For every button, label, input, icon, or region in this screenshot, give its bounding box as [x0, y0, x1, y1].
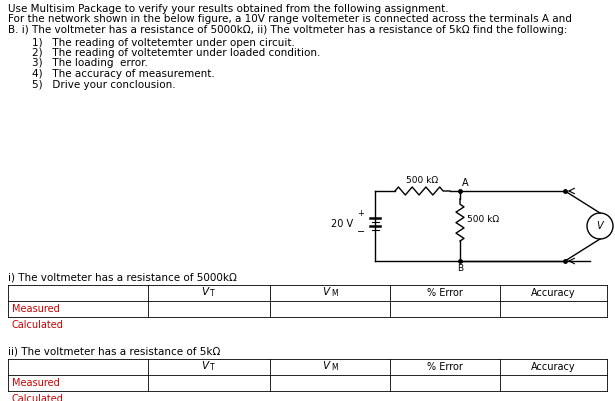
Text: V: V: [322, 361, 329, 371]
Text: ii) The voltmeter has a resistance of 5kΩ: ii) The voltmeter has a resistance of 5k…: [8, 347, 220, 357]
Text: V: V: [201, 287, 208, 297]
Text: Measured: Measured: [12, 304, 60, 314]
Text: A: A: [462, 178, 469, 188]
Text: % Error: % Error: [427, 362, 463, 372]
Text: V: V: [597, 221, 603, 231]
Text: i) The voltmeter has a resistance of 5000kΩ: i) The voltmeter has a resistance of 500…: [8, 273, 237, 283]
Text: −: −: [357, 227, 365, 237]
Text: 4)   The accuracy of measurement.: 4) The accuracy of measurement.: [32, 69, 215, 79]
Text: M: M: [331, 363, 338, 373]
Text: V: V: [201, 361, 208, 371]
Text: For the network shown in the below figure, a 10V range voltemeter is connected a: For the network shown in the below figur…: [8, 14, 572, 24]
Text: 500 kΩ: 500 kΩ: [467, 215, 499, 225]
Text: Use Multisim Package to verify your results obtained from the following assignme: Use Multisim Package to verify your resu…: [8, 4, 448, 14]
Text: % Error: % Error: [427, 288, 463, 298]
Text: V: V: [322, 287, 329, 297]
Text: T: T: [210, 363, 215, 373]
Text: Calculated: Calculated: [12, 394, 64, 401]
Text: Calculated: Calculated: [12, 320, 64, 330]
Text: B. i) The voltmeter has a resistance of 5000kΩ, ii) The voltmeter has a resistan: B. i) The voltmeter has a resistance of …: [8, 25, 568, 35]
Text: 500 kΩ: 500 kΩ: [407, 176, 438, 185]
Text: 2)   The reading of voltetemter under loaded condition.: 2) The reading of voltetemter under load…: [32, 48, 320, 58]
Text: +: +: [357, 209, 365, 219]
Text: Measured: Measured: [12, 378, 60, 388]
Text: B: B: [457, 264, 463, 273]
Text: M: M: [331, 290, 338, 298]
Text: T: T: [210, 290, 215, 298]
Text: Accuracy: Accuracy: [531, 288, 576, 298]
Text: 20 V: 20 V: [331, 219, 353, 229]
Text: 1)   The reading of voltetemter under open circuit.: 1) The reading of voltetemter under open…: [32, 38, 295, 47]
Text: 5)   Drive your conclousion.: 5) Drive your conclousion.: [32, 79, 176, 89]
Text: Accuracy: Accuracy: [531, 362, 576, 372]
Text: 3)   The loading  error.: 3) The loading error.: [32, 59, 148, 69]
